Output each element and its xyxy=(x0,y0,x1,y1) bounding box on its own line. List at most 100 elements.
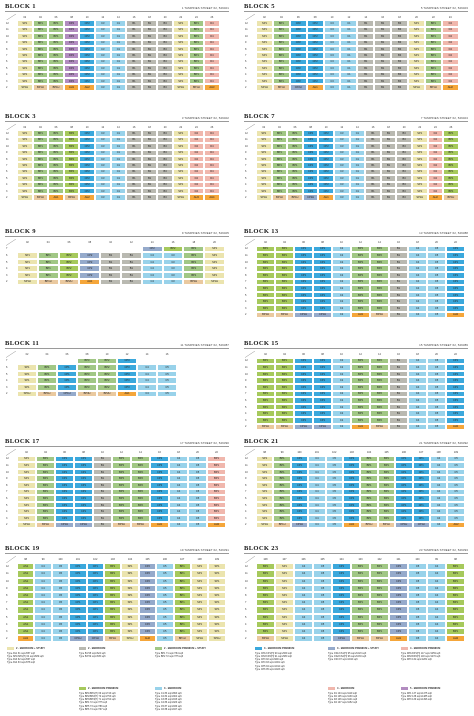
unit-cell: SP1 xyxy=(17,149,33,156)
unit-number: 12 xyxy=(120,450,123,454)
block-panel: BLOCK 23 23 TAMPINES STREET 62, 529393 108… xyxy=(244,545,468,643)
unit-cell: C3 xyxy=(323,39,341,46)
unit-cell: AH2 xyxy=(427,194,444,201)
floor-row: 11 BP1 SP1 C4 C5 CP1 BP1 BP1 CP2 C5 C4 BP1 xyxy=(244,570,468,578)
unit-cell: BP1 xyxy=(272,33,290,40)
floor-number: 9 xyxy=(6,586,8,590)
unit-cell: B1 xyxy=(374,65,392,72)
unit-number: 04 xyxy=(283,240,286,244)
unit-cell: C4 xyxy=(429,508,448,515)
unit-cell: BP1H xyxy=(37,278,59,286)
floor-row: 5 BP1 BP1 CP1 CP1 C2 BP3 BP2 B1 C4 C5 CP1 xyxy=(244,291,468,299)
unit-cell: BP1 xyxy=(256,278,275,286)
unit-cell: CP1H xyxy=(86,635,104,643)
unit-cell: C2 xyxy=(332,410,351,417)
unit-cell: BP3 xyxy=(112,468,131,476)
unit-cell: C5 xyxy=(447,501,465,509)
unit-cell: C4 xyxy=(427,620,446,628)
unit-cell: BP1 xyxy=(446,577,465,585)
unit-cell: BP1 xyxy=(256,377,275,384)
unit-cell: BP1 xyxy=(370,599,389,607)
legend-line: Type BP2 72 sqm/775 sqft xyxy=(155,654,184,658)
unit-cell: BP1 xyxy=(103,570,122,578)
unit-cell: CP3 xyxy=(150,495,169,502)
unit-cell: BP3 xyxy=(77,383,97,391)
legend-title: 2 - BEDROOM xyxy=(88,647,106,650)
unit-cell: B1 xyxy=(365,175,381,182)
unit-cell: SP1 xyxy=(256,514,274,522)
unit-cell: CP1 xyxy=(57,364,77,371)
unit-number: 18 xyxy=(177,450,180,454)
legend-swatch xyxy=(7,647,14,651)
unit-cell: B1 xyxy=(380,155,397,163)
unit-cell: C5 xyxy=(427,410,446,417)
unit-cell: C3 xyxy=(162,265,184,272)
unit-number: 106 xyxy=(162,558,167,562)
unit-cell: C4 xyxy=(137,383,157,391)
unit-number: 12 xyxy=(359,352,362,356)
legend-line: Type CS1/CS1(H) 95 sqm/1023 sqft xyxy=(328,651,367,655)
unit-cell: CP1 xyxy=(74,468,93,476)
unit-cell: C4 xyxy=(408,403,427,411)
unit-cell: SP1 xyxy=(17,52,33,59)
unit-cell: SP1 xyxy=(411,162,428,169)
unit-cell: B1 xyxy=(126,181,142,188)
unit-cell: BP1 xyxy=(207,481,226,489)
unit-cell: B3 xyxy=(396,168,412,176)
unit-cell: CP1H xyxy=(294,311,313,319)
floor-row: 8 SP1 BP1 CP1 CP1 B1 BP3 BP2 CP3 C4 C5 BP1 xyxy=(5,481,229,489)
floor-number: 12 xyxy=(245,565,248,569)
unit-cell: AS1 xyxy=(17,627,35,636)
block-title: BLOCK 21 xyxy=(244,438,279,445)
unit-cell: C2 xyxy=(332,285,351,292)
block-title: BLOCK 5 xyxy=(244,3,275,10)
unit-cell: C2 xyxy=(332,278,351,286)
legend-group: 2 - BEDROOM PREMIUM + STUDY Type BP1 71 … xyxy=(155,647,235,658)
unit-cell: SP1 xyxy=(411,155,428,163)
unit-cell: BP1 xyxy=(256,620,275,628)
unit-cell: SP1H xyxy=(256,521,274,529)
unit-cell: BP1 xyxy=(37,252,59,259)
floor-row: 4 SP1 BP1 CP1 CP1 B1 BP3 BP2 CP3 C4 C5 BP1 xyxy=(5,508,229,515)
unit-cell: CP1 xyxy=(395,455,413,463)
unit-number: 04 xyxy=(39,125,42,129)
unit-cell: C5 xyxy=(427,423,446,431)
floor-row: 2 SP1H BP1H CP1H BP3H BP2H AH1 C4 C5 xyxy=(5,390,229,398)
unit-cell: C3 xyxy=(323,20,341,27)
floor-row: 3 SP1 BP1 CP1 BP3 BP2 CP3 C4 C5 xyxy=(5,383,229,391)
floor-number: 4 xyxy=(245,412,247,416)
block-address: 23 TAMPINES STREET 62, 529393 xyxy=(419,548,468,552)
unit-cell: BP1 xyxy=(32,130,49,137)
unit-cell: CP2 xyxy=(318,149,334,156)
unit-cell: CP1 xyxy=(313,278,332,286)
unit-cell: BP1 xyxy=(377,495,396,502)
unit-cell: SP1 xyxy=(411,143,428,150)
unit-cell: B1 xyxy=(126,26,142,34)
unit-cell: BP2H xyxy=(63,194,80,201)
unit-cell: CP1 xyxy=(294,364,313,371)
unit-cell: BP1 xyxy=(48,149,64,156)
unit-cell: BP1 xyxy=(275,245,294,253)
unit-cell: C3 xyxy=(94,168,111,176)
unit-cell: C3 xyxy=(333,187,350,195)
floor-row: 4 SP1 BP1 BP1 BP2 CP2 C3 C1 B1 B1 B3 SP1 D4 D4 xyxy=(5,181,229,188)
unit-cell: CP1 xyxy=(294,377,313,384)
floor-number: 9 xyxy=(6,151,8,155)
unit-cell: CP1 xyxy=(313,383,332,391)
unit-cell: BP1 xyxy=(275,364,294,371)
legend-line: Type CS2/CS2(H) 96 sqm/1033 sqft xyxy=(328,654,367,658)
unit-cell: BP1 xyxy=(183,265,205,272)
unit-cell: CP1 xyxy=(290,508,309,515)
unit-cell: BP2 xyxy=(370,278,389,286)
unit-cell: BP1 xyxy=(275,258,294,266)
floor-number: 3 xyxy=(6,629,8,633)
unit-cell: SP1 xyxy=(408,33,425,40)
unit-cell: BP1 xyxy=(103,620,122,628)
unit-cell: CP1H xyxy=(313,423,332,431)
unit-number: 99 xyxy=(435,558,438,562)
unit-cell: C5 xyxy=(156,584,174,592)
floor-row: 3 SP1 BP1 BP1 DP2 CP2 C3 C1 B1 B1 B3 SP1 BP1 D4 xyxy=(5,77,229,85)
unit-cell: BP1 xyxy=(360,481,378,489)
block-title: BLOCK 17 xyxy=(5,438,40,445)
legend-line: Type CP5 94 sqm/1012 sqft xyxy=(255,664,285,668)
